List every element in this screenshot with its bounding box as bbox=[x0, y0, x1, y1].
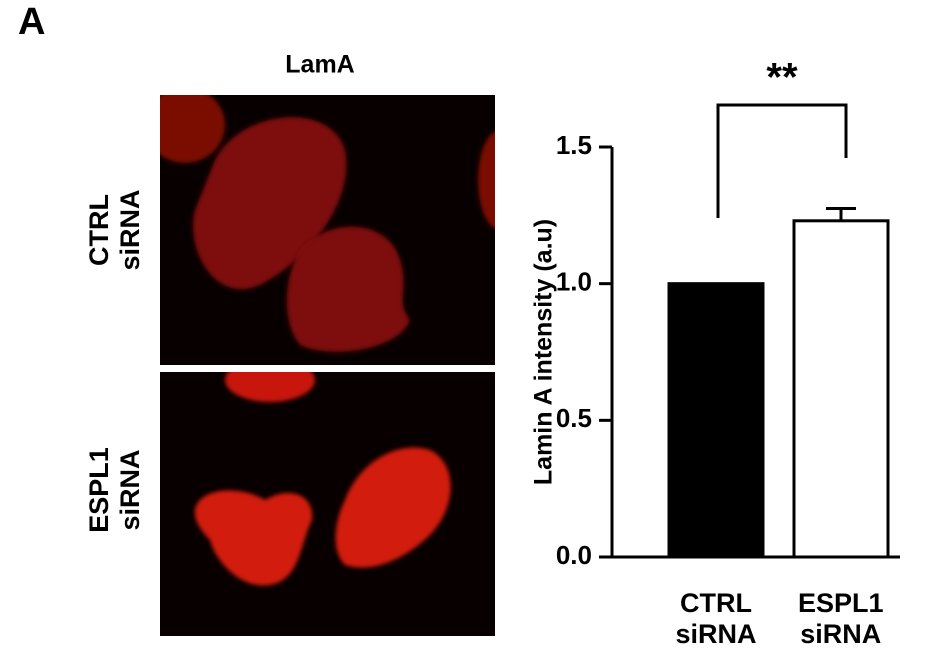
x-tick-label: ESPL1 siRNA bbox=[798, 588, 884, 650]
significance-bracket bbox=[716, 103, 848, 218]
x-tick-label: CTRL siRNA bbox=[675, 588, 757, 650]
bar bbox=[792, 219, 890, 559]
row-label: CTRL siRNA bbox=[83, 189, 145, 271]
panel-letter: A bbox=[18, 1, 45, 43]
y-tick-label: 0.0 bbox=[556, 540, 592, 570]
y-tick-label: 1.0 bbox=[556, 267, 592, 297]
bar bbox=[667, 282, 765, 559]
image-espl1 bbox=[160, 372, 495, 636]
row-label: ESPL1 siRNA bbox=[83, 447, 145, 533]
significance: ** bbox=[766, 56, 798, 100]
image-title: LamA bbox=[285, 51, 354, 79]
y-tick-label: 1.5 bbox=[556, 130, 592, 160]
plot: 0.0 0.5 1.0 1.5 bbox=[556, 130, 900, 570]
image-ctrl bbox=[160, 95, 495, 365]
y-axis-label: Lamin A intensity (a.u) bbox=[530, 219, 558, 485]
y-tick-label: 0.5 bbox=[556, 403, 592, 433]
error-bar bbox=[826, 207, 856, 221]
